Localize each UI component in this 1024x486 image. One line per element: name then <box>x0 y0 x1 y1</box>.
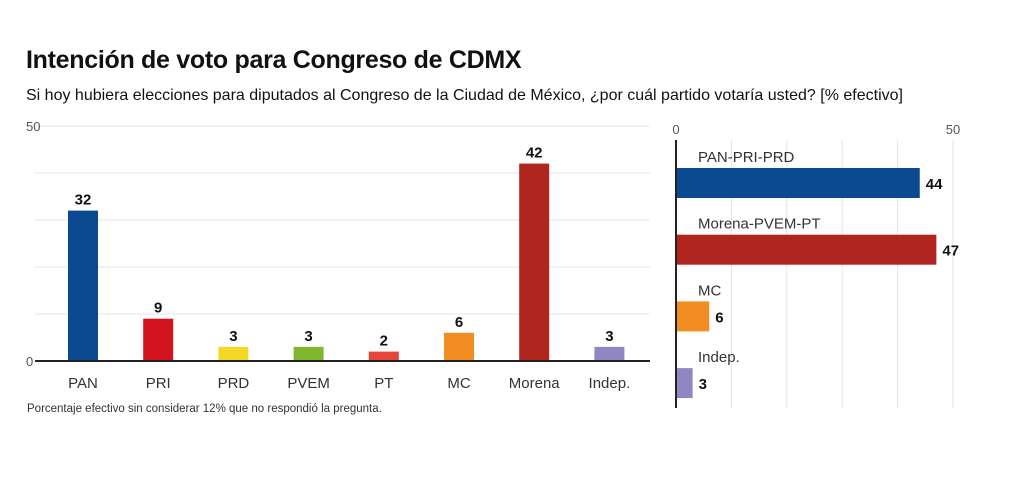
bar-indep <box>594 346 625 361</box>
footnote: Porcentaje efectivo sin considerar 12% q… <box>27 403 382 415</box>
bar-prd <box>218 346 249 361</box>
data-label: 42 <box>526 145 543 162</box>
data-label: 3 <box>699 376 707 393</box>
x-tick-label: PRI <box>146 375 171 392</box>
hbar-mc <box>676 301 710 332</box>
data-label: 3 <box>229 328 237 345</box>
category-label: Morena-PVEM-PT <box>698 216 821 233</box>
category-label: PAN-PRI-PRD <box>698 149 795 166</box>
data-label: 2 <box>380 333 388 350</box>
data-label: 32 <box>75 192 92 209</box>
y-tick-label: 50 <box>26 119 40 134</box>
hbar-indep <box>676 368 693 399</box>
bar-pan <box>68 210 98 361</box>
x-tick-label: PVEM <box>287 375 330 392</box>
y-tick-label: 0 <box>26 354 33 369</box>
data-label: 6 <box>715 309 723 326</box>
bar-pvem <box>293 346 324 361</box>
category-label: Indep. <box>698 349 740 366</box>
x-tick-label: PAN <box>68 375 98 392</box>
x-tick-label: PT <box>374 375 393 392</box>
bar-morena <box>519 163 550 361</box>
data-label: 47 <box>942 243 959 260</box>
x-tick-label: 0 <box>672 122 679 137</box>
data-label: 9 <box>154 300 162 317</box>
x-tick-label: MC <box>447 375 470 392</box>
data-label: 6 <box>455 314 463 331</box>
bar-mc <box>444 332 474 361</box>
data-label: 3 <box>605 328 613 345</box>
bar-pt <box>368 351 399 361</box>
x-tick-label: 50 <box>946 122 960 137</box>
x-tick-label: Morena <box>509 375 561 392</box>
x-tick-label: Indep. <box>589 375 631 392</box>
data-label: 3 <box>304 328 312 345</box>
chart-subtitle: Si hoy hubiera elecciones para diputados… <box>26 87 903 104</box>
chart-title: Intención de voto para Congreso de CDMX <box>26 46 522 74</box>
hbar-morenapvempt <box>676 234 937 265</box>
hbar-panpriprd <box>676 168 920 198</box>
category-label: MC <box>698 282 721 299</box>
data-label: 44 <box>926 176 943 193</box>
x-tick-label: PRD <box>218 375 250 392</box>
bar-pri <box>143 318 174 361</box>
